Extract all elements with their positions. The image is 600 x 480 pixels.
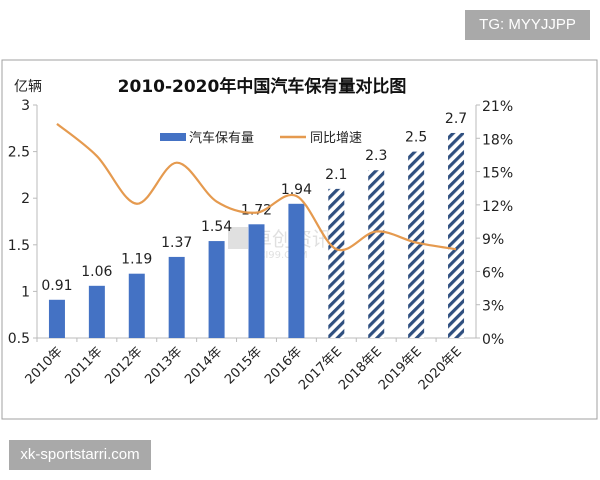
y-tick-label: 1 [21, 284, 30, 300]
y-tick-label: 2 [21, 191, 30, 207]
bar-forecast [408, 151, 425, 338]
legend: 汽车保有量 同比增速 [160, 130, 362, 146]
y2-tick-label: 6% [482, 265, 504, 281]
bar [168, 256, 185, 338]
bar-data-label: 2.5 [405, 130, 427, 146]
bar-data-label: 1.72 [241, 202, 272, 218]
bar-data-label: 0.91 [41, 278, 72, 294]
bar-data-label: 2.1 [325, 167, 347, 183]
legend-label-bar: 汽车保有量 [189, 130, 254, 146]
bar-forecast [448, 132, 465, 338]
bar [128, 273, 145, 338]
bar-data-label: 2.3 [365, 148, 387, 164]
y2-tick-label: 15% [482, 166, 513, 182]
bar [288, 203, 305, 338]
watermark-logo [228, 227, 248, 249]
bar [48, 299, 65, 338]
bar-data-label: 1.54 [201, 219, 232, 235]
y2-tick-label: 3% [482, 299, 504, 315]
bar-forecast [368, 170, 385, 338]
bar [208, 241, 225, 338]
y2-tick-label: 9% [482, 232, 504, 248]
bar-data-label: 1.94 [281, 182, 312, 198]
bar-data-label: 1.37 [161, 235, 192, 251]
site-badge: xk-sportstarri.com [9, 440, 151, 470]
bar-data-label: 1.06 [81, 264, 112, 280]
y2-tick-label: 12% [482, 199, 513, 215]
y-tick-label: 2.5 [8, 145, 30, 161]
bar-data-label: 2.7 [445, 111, 467, 127]
tg-badge: TG: MYYJJPP [465, 10, 590, 40]
watermark-site: SCI99.COM [252, 250, 308, 261]
y2-tick-label: 0% [482, 332, 504, 348]
bar-forecast [328, 188, 345, 338]
y-axis-label: 亿辆 [14, 79, 42, 95]
y-tick-label: 3 [21, 98, 30, 114]
bar-data-label: 1.19 [121, 252, 152, 268]
chart-title: 2010-2020年中国汽车保有量对比图 [118, 76, 407, 97]
y-tick-label: 0.5 [8, 331, 30, 347]
legend-label-line: 同比增速 [310, 131, 362, 146]
y2-tick-label: 21% [482, 99, 513, 115]
y-tick-label: 1.5 [8, 238, 30, 254]
y2-tick-label: 18% [482, 132, 513, 148]
bar [88, 285, 105, 338]
bar [248, 224, 265, 338]
legend-swatch-bar [160, 133, 186, 141]
